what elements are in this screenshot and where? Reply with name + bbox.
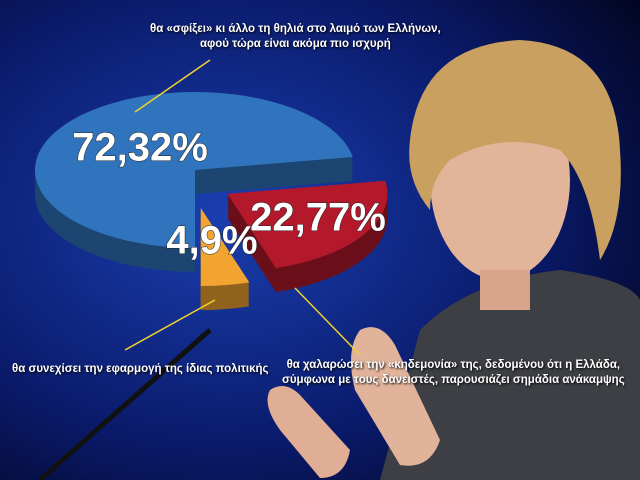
leader-lines xyxy=(124,59,361,356)
microphone xyxy=(38,328,212,480)
value-label: 22,77% xyxy=(250,196,386,240)
category-label: θα «σφίξει» κι άλλο τη θηλιά στο λαιμό τ… xyxy=(150,23,441,50)
value-label: 72,32% xyxy=(72,126,208,170)
slice xyxy=(34,92,353,249)
hand xyxy=(351,327,440,466)
pie: 72,32% 22,77%4,9% xyxy=(34,92,388,311)
neck xyxy=(480,270,530,310)
value-label: 4,9% xyxy=(166,219,257,263)
leader-line xyxy=(134,59,211,113)
photo xyxy=(38,40,640,480)
leader-line xyxy=(124,299,216,351)
hair xyxy=(409,40,621,260)
jacket xyxy=(380,270,640,480)
leader-line xyxy=(294,287,361,356)
slice xyxy=(200,208,250,287)
slice xyxy=(227,180,388,269)
category-label: θα συνεχίσει την εφαρμογή της ίδιας πολι… xyxy=(12,363,269,375)
hand xyxy=(267,386,350,478)
category-label: θα χαλαρώσει την «κηδεμονία» της, δεδομέ… xyxy=(282,359,625,386)
